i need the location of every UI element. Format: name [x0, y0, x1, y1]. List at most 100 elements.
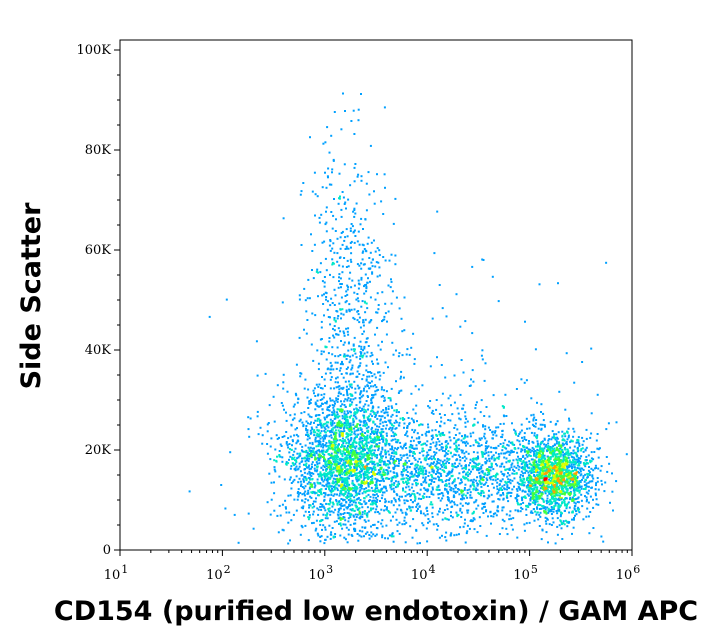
event-dot	[308, 457, 311, 460]
event-dot	[432, 441, 435, 444]
event-dot	[366, 395, 369, 397]
event-dot	[335, 452, 338, 454]
event-dot	[353, 427, 355, 430]
event-dot	[330, 452, 333, 455]
event-dot	[347, 198, 350, 201]
event-dot	[463, 522, 466, 525]
event-dot	[525, 504, 528, 507]
event-dot	[358, 483, 361, 486]
event-dot	[357, 433, 360, 436]
event-dot	[544, 464, 547, 467]
event-dot	[337, 443, 340, 446]
event-dot	[319, 434, 322, 437]
event-dot	[300, 244, 303, 246]
event-dot	[324, 345, 327, 348]
event-dot	[382, 430, 385, 433]
event-dot	[542, 419, 545, 422]
event-dot	[348, 404, 351, 407]
event-dot	[358, 345, 361, 348]
event-dot	[365, 487, 368, 490]
event-dot	[327, 453, 330, 456]
event-dot	[346, 461, 349, 464]
event-dot	[346, 419, 349, 422]
event-dot	[416, 464, 419, 467]
event-dot	[601, 483, 603, 486]
event-dot	[347, 380, 350, 383]
event-dot	[310, 472, 313, 475]
event-dot	[336, 376, 339, 379]
event-dot	[405, 481, 407, 484]
event-dot	[331, 227, 334, 230]
event-dot	[306, 396, 309, 399]
event-dot	[366, 452, 369, 455]
event-dot	[562, 462, 565, 465]
event-dot	[549, 461, 552, 464]
event-dot	[421, 522, 424, 525]
event-dot	[342, 523, 345, 526]
event-dot	[565, 468, 568, 471]
event-dot	[321, 408, 324, 411]
event-dot	[547, 456, 550, 459]
event-dot	[360, 458, 363, 461]
event-dot	[549, 447, 552, 450]
event-dot	[317, 435, 320, 438]
event-dot	[344, 405, 347, 408]
event-dot	[314, 464, 316, 467]
event-dot	[554, 475, 557, 478]
event-dot	[532, 508, 535, 510]
event-dot	[363, 444, 365, 447]
event-dot	[363, 330, 365, 333]
event-dot	[385, 434, 388, 437]
event-dot	[563, 523, 566, 526]
event-dot	[411, 428, 414, 431]
event-dot	[336, 317, 339, 320]
event-dot	[536, 506, 538, 509]
event-dot	[575, 510, 577, 513]
event-dot	[565, 459, 568, 462]
event-dot	[376, 411, 379, 414]
event-dot	[406, 493, 409, 496]
event-dot	[555, 494, 558, 497]
event-dot	[289, 467, 292, 470]
event-dot	[377, 261, 380, 264]
event-dot	[570, 439, 573, 442]
event-dot	[574, 489, 576, 492]
event-dot	[310, 475, 313, 478]
event-dot	[567, 473, 570, 476]
event-dot	[367, 381, 370, 384]
event-dot	[349, 242, 352, 244]
event-dot	[371, 407, 374, 410]
event-dot	[359, 326, 362, 329]
event-dot	[350, 533, 353, 536]
event-dot	[285, 442, 288, 445]
event-dot	[579, 470, 582, 473]
event-dot	[547, 507, 550, 510]
event-dot	[420, 498, 423, 500]
event-dot	[334, 443, 337, 446]
event-dot	[371, 409, 374, 412]
event-dot	[350, 383, 353, 386]
event-dot	[334, 432, 337, 434]
event-dot	[369, 251, 372, 254]
event-dot	[338, 484, 341, 487]
event-dot	[542, 479, 545, 482]
event-dot	[578, 508, 580, 511]
event-dot	[552, 453, 555, 456]
event-dot	[326, 473, 329, 476]
event-dot	[375, 505, 378, 508]
event-dot	[398, 504, 401, 507]
event-dot	[380, 479, 383, 482]
event-dot	[351, 494, 354, 497]
event-dot	[325, 296, 328, 298]
event-dot	[321, 186, 324, 189]
event-dot	[540, 458, 543, 460]
event-dot	[561, 442, 564, 445]
event-dot	[358, 283, 361, 286]
event-dot	[395, 518, 398, 521]
event-dot	[552, 463, 555, 466]
event-dot	[347, 492, 350, 495]
event-dot	[318, 491, 321, 493]
event-dot	[558, 461, 561, 464]
event-dot	[369, 144, 372, 147]
event-dot	[566, 480, 569, 483]
